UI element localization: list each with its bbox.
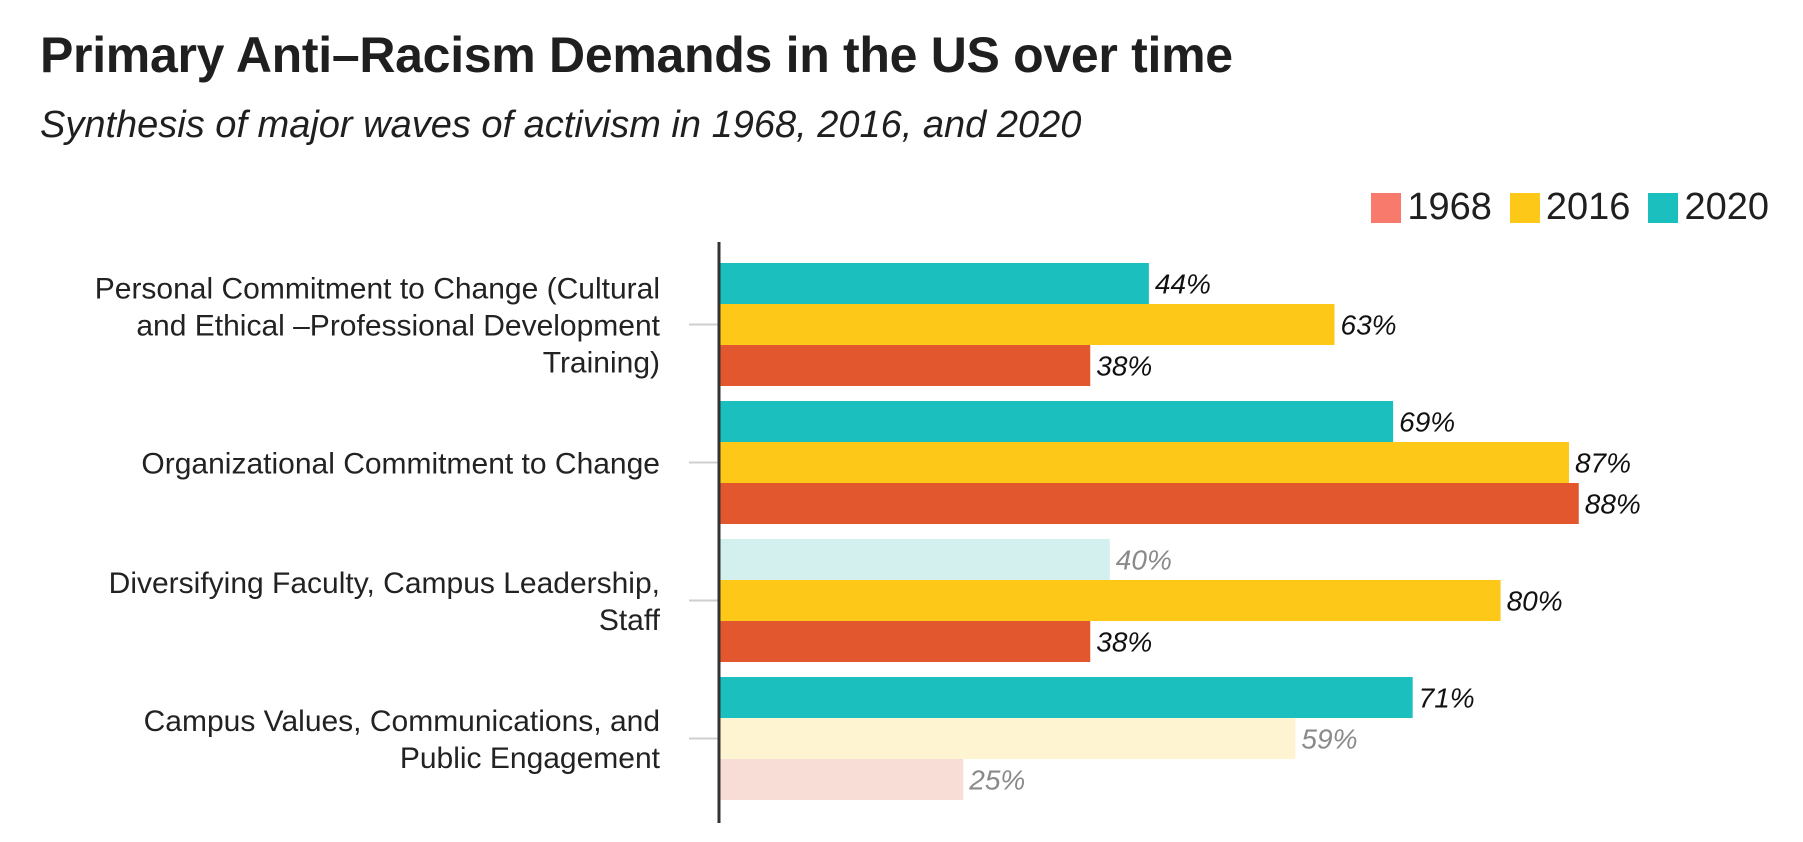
bar-1968 [719,483,1579,524]
bar-1968 [719,759,964,800]
legend-swatch-1968 [1371,192,1402,223]
category-label: Campus Values, Communications, and Public… [144,705,661,775]
bar-1968 [719,621,1091,662]
bar-2016 [719,718,1296,759]
bar-value-label: 38% [1096,351,1152,382]
chart-subtitle: Synthesis of major waves of activism in … [40,104,1082,146]
bar-value-label: 44% [1155,269,1211,300]
legend-swatch-2016 [1509,192,1540,223]
category-label: Organizational Commitment to Change [141,448,660,481]
bar-value-label: 71% [1419,683,1475,714]
bar-2020 [719,401,1394,442]
bar-value-label: 40% [1116,545,1172,576]
bar-2020 [719,677,1413,718]
bar-value-label: 87% [1575,448,1631,479]
category-label: Personal Commitment to Change (Cultural a… [95,273,661,380]
bar-value-label: 63% [1341,310,1397,341]
bar-value-label: 38% [1096,627,1152,658]
legend-item-2016: 2016 [1509,186,1631,229]
legend-item-1968: 1968 [1371,186,1492,229]
legend-label-1968: 1968 [1407,186,1492,228]
chart-title: Primary Anti–Racism Demands in the US ov… [40,27,1233,83]
legend-label-2016: 2016 [1545,186,1631,228]
bar-2016 [719,304,1335,345]
bar-2020 [719,263,1149,304]
legend: 1968 2016 2020 [1353,186,1769,229]
bar-2016 [719,580,1501,621]
legend-item-2020: 2020 [1648,186,1769,229]
legend-swatch-2020 [1648,192,1679,223]
legend-label-2020: 2020 [1684,186,1769,228]
bar-value-label: 25% [968,765,1025,796]
bar-value-label: 80% [1507,586,1563,617]
bar-value-label: 88% [1585,489,1641,520]
bar-2020 [719,539,1110,580]
bar-2016 [719,442,1569,483]
bar-value-label: 69% [1399,407,1455,438]
bar-value-label: 59% [1301,724,1357,755]
category-label: Diversifying Faculty, Campus Leadership,… [109,567,661,637]
bar-1968 [719,345,1091,386]
